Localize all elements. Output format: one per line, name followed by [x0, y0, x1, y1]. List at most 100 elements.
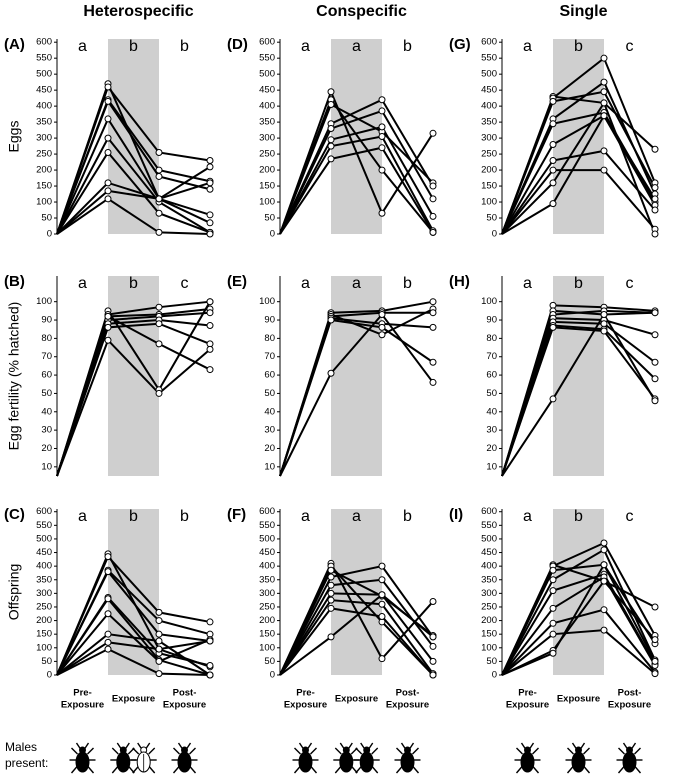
data-line	[279, 109, 434, 235]
y-tick-label: 300	[36, 133, 52, 144]
data-point	[155, 630, 163, 638]
beetle-leg	[355, 747, 363, 755]
y-axis-label: Eggs	[6, 121, 22, 153]
group-letter: a	[78, 38, 87, 55]
data-point	[206, 345, 214, 353]
data-line	[56, 314, 211, 477]
data-point	[327, 125, 335, 133]
data-point	[104, 568, 112, 576]
y-tick-label: 450	[481, 547, 497, 558]
data-point	[651, 397, 659, 405]
data-point	[327, 136, 335, 144]
y-tick-label: 450	[259, 85, 275, 96]
y-tick-label: 550	[36, 520, 52, 531]
y-tick-label: 200	[259, 615, 275, 626]
data-point	[429, 195, 437, 203]
beetle-icon	[565, 742, 592, 774]
y-tick-label: 20	[41, 443, 52, 454]
y-tick-label: 30	[264, 425, 275, 436]
data-point	[327, 633, 335, 641]
data-point	[378, 331, 386, 339]
group-letter: b	[574, 508, 583, 525]
data-point	[206, 298, 214, 306]
data-point	[651, 195, 659, 203]
data-point	[155, 228, 163, 236]
data-line	[56, 639, 211, 676]
y-axis-label: Offspring	[6, 564, 22, 621]
data-point	[429, 129, 437, 137]
data-point	[549, 576, 557, 584]
data-point	[155, 340, 163, 348]
data-point	[549, 587, 557, 595]
data-line	[279, 592, 434, 676]
data-point	[651, 230, 659, 238]
data-point	[378, 144, 386, 152]
y-tick-label: 70	[264, 351, 275, 362]
data-point	[327, 596, 335, 604]
y-tick-label: 550	[36, 53, 52, 64]
data-point	[549, 200, 557, 208]
y-tick-label: 70	[41, 351, 52, 362]
y-tick-label: 80	[41, 333, 52, 344]
data-point	[549, 604, 557, 612]
column-title: Heterospecific	[83, 3, 193, 20]
beetle-icon	[69, 742, 96, 774]
y-tick-label: 20	[486, 443, 497, 454]
data-point	[104, 97, 112, 105]
x-tick-label: Pre-	[518, 688, 536, 699]
x-tick-label: Pre-	[73, 688, 91, 699]
group-letter: a	[352, 508, 361, 525]
data-point	[651, 145, 659, 153]
y-tick-label: 500	[36, 533, 52, 544]
y-tick-label: 500	[481, 69, 497, 80]
data-point	[549, 395, 557, 403]
panel-label: (C)	[4, 506, 25, 523]
beetle-body	[571, 751, 586, 773]
y-tick-label: 450	[36, 85, 52, 96]
y-tick-label: 150	[36, 629, 52, 640]
panel-label: (H)	[449, 273, 470, 290]
data-line	[501, 548, 656, 676]
data-point	[378, 166, 386, 174]
y-tick-label: 50	[41, 656, 52, 667]
data-line	[56, 322, 211, 477]
x-tick-label: Exposure	[506, 700, 549, 711]
data-point	[378, 96, 386, 104]
data-point	[651, 206, 659, 214]
y-tick-label: 80	[486, 333, 497, 344]
y-tick-label: 100	[481, 197, 497, 208]
group-letter: a	[78, 508, 87, 525]
data-point	[600, 88, 608, 96]
y-tick-label: 50	[486, 213, 497, 224]
beetle-leg	[412, 747, 419, 755]
beetle-icon	[616, 742, 643, 774]
group-letter: b	[129, 38, 138, 55]
y-tick-label: 250	[481, 149, 497, 160]
x-tick-label: Post-	[173, 688, 197, 699]
data-line	[56, 554, 211, 676]
data-line	[279, 312, 434, 477]
data-point	[429, 298, 437, 306]
y-tick-label: 550	[481, 520, 497, 531]
data-point	[549, 97, 557, 105]
data-point	[155, 148, 163, 156]
y-tick-label: 150	[481, 629, 497, 640]
y-tick-label: 250	[481, 601, 497, 612]
y-tick-label: 600	[259, 37, 275, 48]
group-letter: b	[574, 275, 583, 292]
data-point	[155, 608, 163, 616]
data-point	[549, 323, 557, 331]
data-point	[429, 358, 437, 366]
group-letter: b	[403, 508, 412, 525]
panel-label: (I)	[449, 506, 463, 523]
data-point	[206, 671, 214, 679]
data-point	[651, 309, 659, 317]
y-tick-label: 50	[264, 213, 275, 224]
y-tick-label: 200	[481, 615, 497, 626]
data-point	[378, 600, 386, 608]
y-tick-label: 350	[481, 117, 497, 128]
data-point	[104, 187, 112, 195]
data-line	[501, 149, 656, 235]
y-tick-label: 50	[41, 213, 52, 224]
data-point	[155, 637, 163, 645]
